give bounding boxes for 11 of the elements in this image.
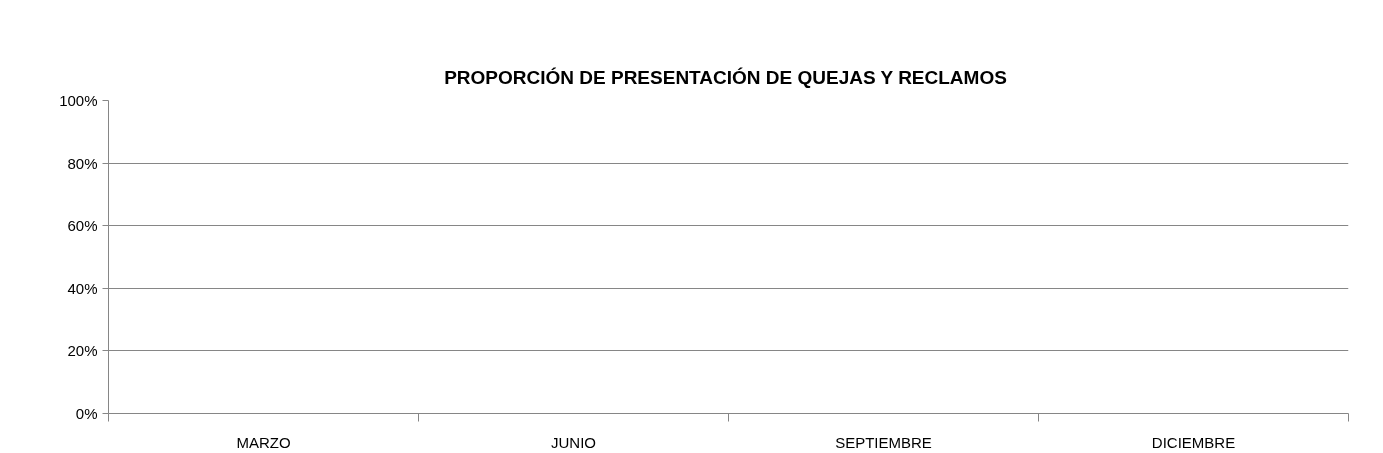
y-tick-label: 0% [75, 405, 98, 422]
y-tick-label: 20% [67, 342, 98, 360]
y-tick-label: 100% [59, 92, 98, 109]
y-tick-label: 60% [67, 217, 98, 235]
x-tick-label: MARZO [236, 433, 291, 451]
y-tick-label: 40% [67, 279, 98, 297]
chart-title: PROPORCIÓN DE PRESENTACIÓN DE QUEJAS Y RECLAMOS [444, 67, 1007, 88]
y-tick-label: 80% [67, 154, 98, 172]
x-tick-label: DICIEMBRE [1151, 433, 1236, 451]
x-tick-label: JUNIO [551, 433, 596, 451]
x-tick-label: SEPTIEMBRE [835, 433, 932, 451]
